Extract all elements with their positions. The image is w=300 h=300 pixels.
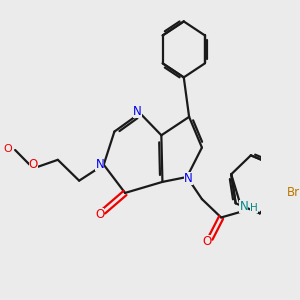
Text: H: H bbox=[250, 203, 258, 213]
Text: O: O bbox=[28, 158, 38, 171]
Text: N: N bbox=[239, 200, 248, 213]
Text: N: N bbox=[95, 158, 104, 171]
Text: N: N bbox=[133, 105, 142, 118]
Text: O: O bbox=[202, 235, 211, 248]
Text: O: O bbox=[3, 143, 12, 154]
Text: N: N bbox=[184, 172, 193, 185]
Text: O: O bbox=[95, 208, 104, 221]
Text: Br: Br bbox=[287, 186, 300, 200]
